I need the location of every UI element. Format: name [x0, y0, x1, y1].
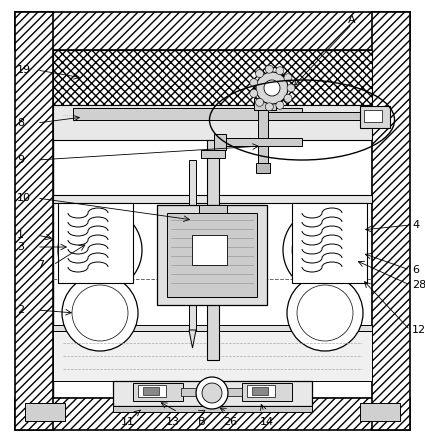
Circle shape — [283, 208, 367, 292]
Text: 1: 1 — [17, 230, 24, 240]
Bar — [222, 138, 302, 146]
Text: A: A — [348, 15, 356, 25]
Bar — [53, 195, 372, 203]
Bar — [254, 98, 276, 110]
Text: 7: 7 — [37, 260, 44, 270]
Bar — [372, 12, 410, 430]
Bar — [199, 205, 227, 215]
Bar — [189, 278, 196, 330]
Bar — [189, 160, 196, 260]
Bar — [113, 381, 312, 406]
Bar — [73, 108, 302, 120]
Bar — [201, 150, 225, 158]
Bar — [15, 12, 410, 50]
Bar — [247, 385, 275, 397]
Circle shape — [292, 217, 358, 283]
Circle shape — [265, 65, 273, 73]
Circle shape — [284, 74, 292, 82]
Text: 26: 26 — [223, 417, 237, 427]
Bar — [214, 134, 226, 150]
Text: 11: 11 — [121, 417, 135, 427]
Text: 9: 9 — [17, 155, 24, 165]
Circle shape — [250, 79, 258, 87]
Text: B: B — [198, 417, 206, 427]
Bar — [113, 406, 312, 412]
Bar — [360, 403, 400, 421]
Bar — [143, 387, 159, 395]
Text: 13: 13 — [166, 417, 180, 427]
Bar — [242, 383, 292, 401]
Polygon shape — [189, 330, 196, 348]
Circle shape — [202, 383, 222, 403]
Circle shape — [276, 101, 284, 109]
Text: 2: 2 — [17, 305, 24, 315]
Bar — [267, 112, 362, 120]
Text: 19: 19 — [17, 65, 31, 75]
Bar — [364, 110, 382, 122]
Bar — [181, 388, 196, 396]
Bar — [15, 398, 410, 430]
Circle shape — [276, 67, 284, 75]
Circle shape — [287, 84, 295, 92]
Circle shape — [255, 70, 264, 78]
Text: 14: 14 — [260, 417, 274, 427]
Circle shape — [58, 208, 142, 292]
Bar — [207, 140, 219, 360]
Text: 28: 28 — [412, 280, 425, 290]
Bar — [258, 110, 268, 165]
Text: 6: 6 — [412, 265, 419, 275]
Circle shape — [62, 275, 138, 351]
Circle shape — [265, 103, 273, 111]
Bar — [256, 163, 270, 173]
Bar — [133, 383, 183, 401]
Circle shape — [307, 232, 343, 268]
Circle shape — [256, 72, 288, 104]
Bar — [53, 331, 372, 381]
Bar — [192, 235, 227, 265]
Text: 12: 12 — [412, 325, 425, 335]
Polygon shape — [189, 260, 196, 278]
Text: 4: 4 — [412, 220, 419, 230]
Text: 3: 3 — [17, 242, 24, 252]
Bar — [227, 388, 242, 396]
Bar — [58, 203, 133, 283]
Circle shape — [82, 232, 118, 268]
Circle shape — [72, 285, 128, 341]
Bar — [53, 105, 372, 140]
Circle shape — [287, 275, 363, 351]
Circle shape — [250, 89, 258, 97]
Bar — [167, 213, 257, 297]
Circle shape — [264, 80, 280, 96]
Bar — [138, 385, 166, 397]
Bar — [53, 50, 372, 398]
Circle shape — [196, 377, 228, 409]
Bar — [25, 403, 65, 421]
Circle shape — [297, 285, 353, 341]
Text: 10: 10 — [17, 193, 31, 203]
Circle shape — [284, 94, 292, 102]
Bar — [157, 205, 267, 305]
Bar — [252, 387, 268, 395]
Text: 8: 8 — [17, 118, 24, 128]
Circle shape — [255, 98, 264, 106]
Bar — [360, 106, 390, 128]
Circle shape — [67, 217, 133, 283]
Bar — [15, 12, 53, 430]
Bar — [292, 203, 367, 283]
Bar — [53, 325, 372, 331]
Bar — [53, 50, 372, 105]
